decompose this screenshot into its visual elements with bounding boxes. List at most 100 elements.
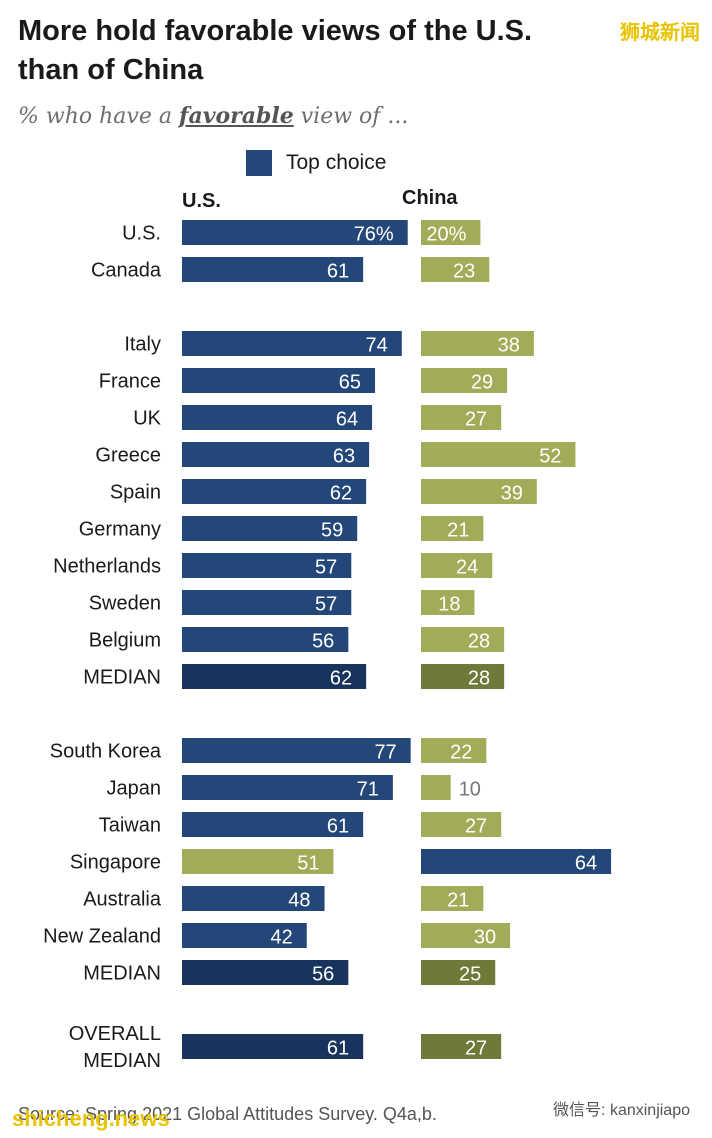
value-us-u-s: 76% [354,224,394,246]
legend-label-top-choice: Top choice [286,151,387,174]
bar-china-japan [421,775,451,800]
bar-us-canada [182,257,364,282]
value-us-italy: 74 [366,335,388,357]
row-label-france: France [99,371,161,393]
bar-china-uk [421,405,502,430]
bar-china-greece [421,442,576,467]
row-label-sweden: Sweden [89,593,161,615]
wechat-id-label: 微信号: kanxinjiapo [553,1102,690,1119]
bar-us-japan [182,775,393,800]
value-china-japan: 10 [459,779,481,801]
bar-us-median-g2 [182,960,349,985]
bar-us-south-korea [182,738,411,763]
bar-china-germany [421,516,484,541]
subtitle-emphasis: favorable [178,103,294,129]
value-us-taiwan: 61 [327,816,349,838]
value-china-taiwan: 27 [465,816,487,838]
subtitle-prefix: % who have a [18,104,179,129]
bar-us-median-g1 [182,664,367,689]
row-label-south-korea: South Korea [50,741,162,763]
bar-us-taiwan [182,812,364,837]
value-china-france: 29 [471,372,493,394]
value-china-new-zealand: 30 [474,927,496,949]
row-label-japan: Japan [107,778,162,800]
row-label-median-g1: MEDIAN [83,667,161,689]
bar-china-taiwan [421,812,502,837]
row-label-uk: UK [133,408,161,430]
value-china-spain: 39 [501,483,523,505]
bar-china-south-korea [421,738,487,763]
value-us-overall-median-g3: 61 [327,1038,349,1060]
bar-us-overall-median-g3 [182,1034,364,1059]
row-label-overall-median-g3: OVERALL MEDIAN [69,1023,161,1072]
value-china-overall-median-g3: 27 [465,1038,487,1060]
bar-china-australia [421,886,484,911]
bar-china-sweden [421,590,475,615]
subtitle-suffix: view of ... [293,104,409,129]
watermark-bottom: shicheng.news [12,1106,170,1131]
value-china-italy: 38 [498,335,520,357]
value-china-uk: 27 [465,409,487,431]
row-label-new-zealand: New Zealand [43,926,161,948]
bar-us-new-zealand [182,923,307,948]
column-header-us: U.S. [182,190,221,212]
value-us-canada: 61 [327,261,349,283]
value-us-greece: 63 [333,446,355,468]
bar-china-overall-median-g3 [421,1034,502,1059]
row-label-germany: Germany [79,519,161,541]
bar-us-germany [182,516,358,541]
value-us-france: 65 [339,372,361,394]
row-label-u-s: U.S. [122,223,161,245]
row-label-australia: Australia [83,889,162,911]
watermark-top: 狮城新闻 [620,22,700,44]
value-china-median-g2: 25 [459,964,481,986]
bar-us-sweden [182,590,352,615]
column-header-china: China [402,187,458,209]
value-us-south-korea: 77 [374,742,396,764]
bar-us-netherlands [182,553,352,578]
value-china-singapore: 64 [575,853,597,875]
bar-china-canada [421,257,490,282]
value-us-median-g1: 62 [330,668,352,690]
value-us-median-g2: 56 [312,964,334,986]
row-label-median-g2: MEDIAN [83,963,161,985]
value-us-germany: 59 [321,520,343,542]
value-china-sweden: 18 [438,594,460,616]
row-label-italy: Italy [124,334,161,356]
bar-us-belgium [182,627,349,652]
bar-china-u-s [421,220,481,245]
bar-china-median-g1 [421,664,505,689]
bar-china-singapore [421,849,612,874]
bar-us-australia [182,886,325,911]
bar-china-france [421,368,508,393]
chart-title-line2: than of China [18,54,204,86]
row-label-singapore: Singapore [70,852,161,874]
chart-title-line1: More hold favorable views of the U.S. [18,15,533,47]
row-label-canada: Canada [91,260,162,282]
legend: Top choice [246,150,386,176]
value-china-south-korea: 22 [450,742,472,764]
value-us-australia: 48 [288,890,310,912]
bar-us-singapore [182,849,334,874]
bar-china-new-zealand [421,923,511,948]
value-us-netherlands: 57 [315,557,337,579]
bar-china-netherlands [421,553,493,578]
bar-us-u-s [182,220,408,245]
bar-china-median-g2 [421,960,496,985]
chart-title: More hold favorable views of the U.S. th… [18,12,618,90]
row-label-greece: Greece [95,445,161,467]
value-us-new-zealand: 42 [270,927,292,949]
value-us-uk: 64 [336,409,358,431]
bar-us-greece [182,442,370,467]
value-us-sweden: 57 [315,594,337,616]
value-china-netherlands: 24 [456,557,478,579]
bar-us-italy [182,331,402,356]
bar-china-spain [421,479,537,504]
bar-us-france [182,368,376,393]
value-china-greece: 52 [539,446,561,468]
value-china-australia: 21 [447,890,469,912]
bar-us-spain [182,479,367,504]
row-label-belgium: Belgium [89,630,161,652]
chart-subtitle: % who have a favorable view of ... [18,103,408,129]
